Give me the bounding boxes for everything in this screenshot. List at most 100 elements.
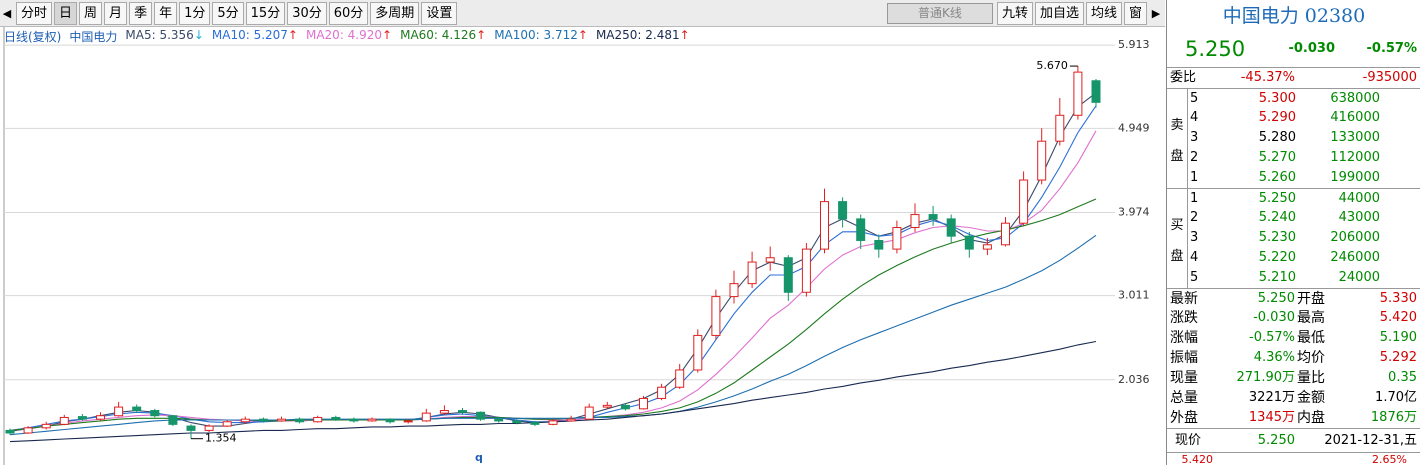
legend-prefix: 中国电力 bbox=[69, 30, 118, 44]
candle-body bbox=[421, 412, 431, 422]
footer-date: 2021-12-31,五 bbox=[1324, 433, 1417, 448]
change: -0.030 bbox=[1288, 41, 1335, 56]
buy-row: 4 5.220 246000 bbox=[1188, 248, 1420, 268]
period-button[interactable]: 1分 bbox=[179, 1, 211, 25]
legend-arrow: ↑ bbox=[476, 28, 487, 42]
candle-body bbox=[385, 418, 395, 423]
period-button[interactable]: 60分 bbox=[328, 1, 369, 25]
level: 5 bbox=[1190, 270, 1199, 285]
tool-button[interactable]: 加自选 bbox=[1034, 1, 1084, 25]
candle-body bbox=[928, 214, 938, 220]
level-volume: 133000 bbox=[1330, 130, 1380, 145]
candle-body bbox=[114, 406, 124, 417]
stat-value: 5.292 bbox=[1379, 350, 1417, 365]
side-char: 盘 bbox=[1170, 249, 1184, 264]
stat-value: 5.330 bbox=[1379, 291, 1417, 306]
change-pct: -0.57% bbox=[1366, 41, 1418, 56]
legend-item: MA10: 5.207↑ bbox=[212, 28, 298, 45]
candle-body bbox=[1055, 114, 1065, 142]
candle-body bbox=[548, 420, 558, 425]
period-button[interactable]: 15分 bbox=[245, 1, 286, 25]
period-button[interactable]: 分时 bbox=[16, 1, 53, 25]
level-volume: 638000 bbox=[1330, 91, 1380, 106]
stat-row: 涨跌 -0.030 最高 5.420 bbox=[1167, 308, 1420, 328]
legend-arrow: ↑ bbox=[679, 28, 690, 42]
legend-label: MA100: 3.712 bbox=[494, 28, 578, 42]
stat-label: 涨跌 bbox=[1170, 310, 1198, 326]
candle-body bbox=[675, 369, 685, 388]
level-price: 5.280 bbox=[1258, 130, 1296, 145]
y-tick-label: 5.913 bbox=[1118, 38, 1150, 51]
period-button[interactable]: 季 bbox=[129, 1, 153, 25]
buy-row: 5 5.210 24000 bbox=[1188, 268, 1420, 288]
candle-body bbox=[1019, 179, 1029, 224]
period-button[interactable]: 月 bbox=[104, 1, 128, 25]
candle-body bbox=[602, 404, 612, 408]
stat-row: 最新 5.250 开盘 5.330 bbox=[1167, 288, 1420, 309]
candle-body bbox=[349, 418, 359, 422]
sell-label: 卖盘 bbox=[1167, 88, 1188, 189]
stat-label: 开盘 bbox=[1297, 291, 1325, 307]
price-row: 5.250 -0.030 -0.57% bbox=[1167, 32, 1420, 66]
y-tick-label: 4.949 bbox=[1118, 121, 1150, 134]
candle-body bbox=[693, 334, 703, 371]
stat-value: -0.57% bbox=[1249, 330, 1295, 345]
level: 2 bbox=[1190, 210, 1199, 225]
candle-body bbox=[258, 418, 268, 422]
period-button[interactable]: 5分 bbox=[212, 1, 244, 25]
nav-left[interactable]: ◀ bbox=[2, 6, 12, 20]
candle-body bbox=[23, 427, 33, 434]
period-button[interactable]: 日 bbox=[54, 1, 78, 25]
stat-value: 271.90万 bbox=[1236, 370, 1296, 385]
stat-label: 外盘 bbox=[1170, 410, 1198, 426]
stat-label: 金额 bbox=[1297, 390, 1325, 406]
level-price: 5.290 bbox=[1258, 110, 1296, 125]
title-row: 中国电力 02380 bbox=[1167, 0, 1420, 32]
candle-body bbox=[331, 416, 341, 420]
candle-body bbox=[77, 416, 87, 420]
ma-line bbox=[9, 340, 1097, 443]
candle-body bbox=[801, 248, 811, 293]
level: 4 bbox=[1190, 250, 1199, 265]
stat-value: 1.70亿 bbox=[1375, 390, 1417, 405]
quote-panel: 中国电力 02380 5.250 -0.030 -0.57% 委比 -45.37% -935… bbox=[1166, 0, 1420, 465]
kline-dropdown[interactable]: 普通K线 bbox=[886, 2, 993, 24]
legend-item: MA250: 2.481↑ bbox=[596, 28, 690, 45]
stat-row: 振幅 4.36% 均价 5.292 bbox=[1167, 348, 1420, 368]
level: 4 bbox=[1190, 110, 1199, 125]
candle-body bbox=[982, 244, 992, 250]
bottom-price: 5.420 bbox=[1181, 453, 1214, 465]
period-button[interactable]: 年 bbox=[154, 1, 178, 25]
price: 5.250 bbox=[1185, 37, 1246, 61]
sell-row: 4 5.290 416000 bbox=[1188, 108, 1420, 128]
nav-right[interactable]: ▶ bbox=[1151, 6, 1161, 20]
stat-label: 内盘 bbox=[1297, 410, 1325, 426]
ma-line bbox=[9, 105, 1097, 431]
side-char: 盘 bbox=[1170, 149, 1184, 164]
candle-body bbox=[512, 420, 522, 424]
tool-button[interactable]: 均线 bbox=[1085, 1, 1122, 25]
period-button[interactable]: 多周期 bbox=[370, 1, 420, 25]
period-button[interactable]: 设置 bbox=[421, 1, 458, 25]
legend-item: MA20: 4.920↑ bbox=[306, 28, 392, 45]
level: 3 bbox=[1190, 230, 1199, 245]
stat-value: 5.190 bbox=[1379, 330, 1417, 345]
ma-line bbox=[9, 234, 1097, 436]
candle-body bbox=[41, 423, 51, 429]
tool-button[interactable]: 窗 bbox=[1123, 1, 1147, 25]
candle-body bbox=[874, 239, 884, 250]
level-price: 5.270 bbox=[1258, 150, 1296, 165]
y-tick-label: 3.974 bbox=[1118, 205, 1150, 218]
period-button[interactable]: 周 bbox=[79, 1, 103, 25]
candle-body bbox=[1037, 140, 1047, 181]
tool-button[interactable]: 九转 bbox=[996, 1, 1033, 25]
stat-label: 涨幅 bbox=[1170, 330, 1198, 346]
sell-row: 2 5.270 112000 bbox=[1188, 148, 1420, 168]
stat-row: 现量 271.90万 量比 0.35 bbox=[1167, 368, 1420, 388]
candle-body bbox=[295, 418, 305, 423]
legend-arrow: ↓ bbox=[193, 28, 204, 42]
candle-body bbox=[783, 257, 793, 293]
level-volume: 416000 bbox=[1330, 110, 1380, 125]
period-button[interactable]: 30分 bbox=[287, 1, 327, 25]
buy-row: 1 5.250 44000 bbox=[1188, 188, 1420, 209]
